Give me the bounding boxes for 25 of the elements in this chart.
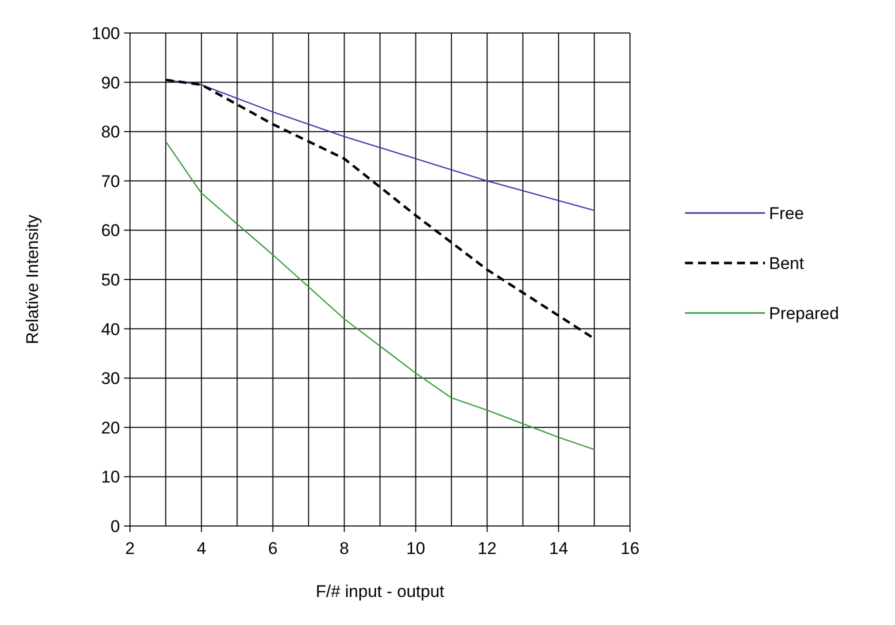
y-tick-label: 30 (101, 369, 120, 388)
x-tick-label: 8 (340, 539, 350, 558)
legend-label: Free (769, 204, 804, 223)
y-tick-label: 60 (101, 221, 120, 240)
x-tick-label: 2 (125, 539, 135, 558)
x-axis-title: F/# input - output (316, 582, 445, 601)
y-tick-label: 0 (110, 517, 120, 536)
y-tick-label: 80 (101, 122, 120, 142)
x-tick-label: 6 (268, 539, 278, 558)
y-tick-label: 10 (101, 468, 120, 487)
x-tick-label: 16 (620, 539, 640, 558)
y-tick-label: 50 (101, 270, 120, 290)
legend-label: Prepared (769, 304, 839, 323)
x-tick-label: 14 (549, 539, 568, 558)
x-tick-label: 10 (406, 539, 426, 558)
legend-label: Bent (769, 254, 804, 273)
y-tick-label: 20 (101, 418, 120, 438)
line-series (165, 140, 595, 450)
y-tick-label: 40 (101, 320, 120, 339)
x-tick-label: 4 (196, 539, 206, 558)
y-tick-label: 70 (101, 172, 120, 191)
y-axis-title: Relative Intensity (23, 214, 42, 344)
y-tick-label: 100 (92, 24, 120, 43)
x-tick-label: 12 (478, 539, 497, 558)
y-tick-label: 90 (101, 73, 120, 92)
